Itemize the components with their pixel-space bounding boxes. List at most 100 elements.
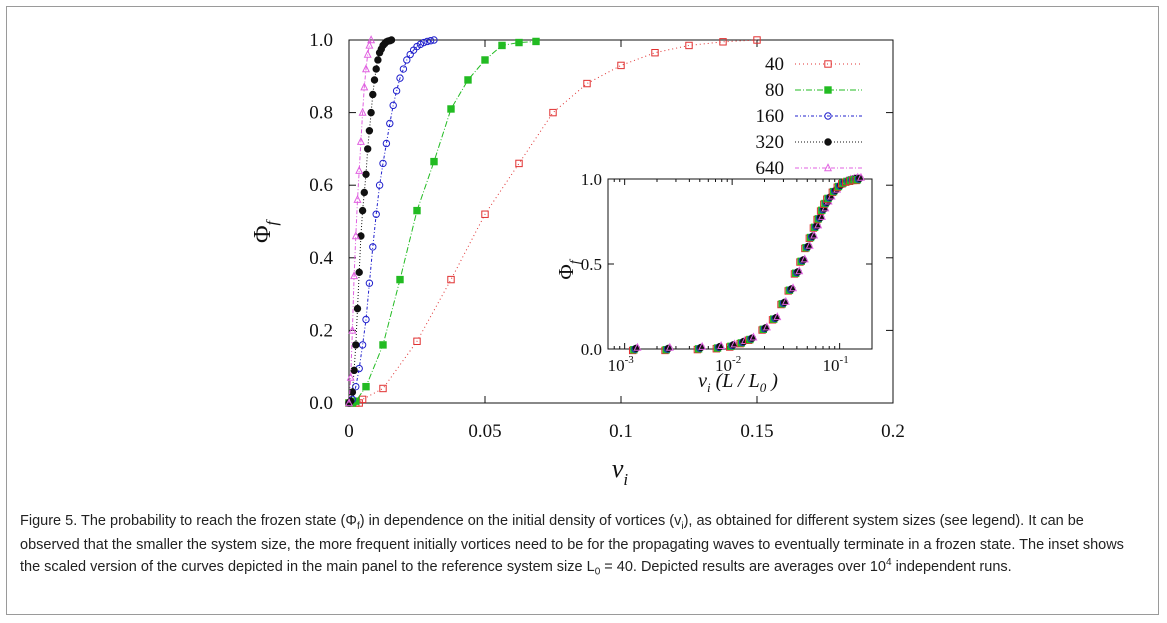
inset-data-point [817,211,826,220]
data-point-80 [379,341,387,349]
data-point-640 [346,372,355,381]
inset-x-axis-label: vi (L / L0 ) [698,370,778,395]
data-point-80 [362,382,370,391]
inset-y-tick-label: 1.0 [581,170,602,189]
legend-marker-80 [824,86,832,94]
caption-mid1: ) in dependence on the initial density o… [359,513,675,529]
legend-marker-640 [823,163,833,172]
x-tick-label: 0.1 [609,421,633,442]
x-tick-label: 0.05 [468,421,501,442]
series-320 [345,36,396,407]
data-point-160 [392,87,401,95]
data-point-40 [447,275,455,284]
data-point-640 [355,165,364,174]
caption-phi-sub: f [356,520,360,532]
inset-data-point [773,312,782,321]
data-point-640 [353,194,362,203]
data-point-160 [372,210,380,218]
data-point-40 [651,49,659,57]
y-tick-label: 0.6 [309,175,333,196]
caption-suffix: independent runs. [891,558,1012,575]
data-point-640 [348,325,357,334]
inset-data-point [665,342,674,351]
caption-v: v [674,513,682,529]
series-640 [344,35,376,407]
figure-chart: 0 0.05 0.1 0.15 0.2 0.0 0.2 0.4 0.6 0.8 1.0 vi Φf 40 8… [250,30,905,489]
data-point-160 [399,65,408,73]
inset-data-point [698,341,707,350]
inset-data-point [856,172,865,181]
y-tick-label: 0.0 [309,393,333,414]
caption-v-sub: i [681,520,684,532]
caption-phi: Φ [345,513,357,529]
data-point-640 [363,49,372,58]
data-point-320 [370,76,379,84]
data-point-320 [360,188,368,197]
inset-data-point [810,230,819,239]
data-point-80 [396,275,404,284]
data-point-320 [387,36,396,44]
inset-data-point [814,220,823,229]
data-point-640 [358,107,367,116]
x-tick-label: 0.2 [881,421,905,442]
inset-plot-frame [607,178,873,350]
data-point-640 [361,64,371,73]
data-point-160 [386,119,394,128]
y-tick-label: 0.8 [309,103,333,124]
x-tick-label: 0 [344,421,354,442]
inset-y-axis-label: Φf [554,258,583,279]
x-axis-label: vi [612,454,629,489]
data-point-40 [617,61,625,70]
legend-marker-40 [824,60,832,68]
y-axis-label: Φf [250,218,281,243]
data-point-160 [369,243,377,251]
data-point-640 [365,40,374,49]
inset-data-point [762,322,771,331]
series-line-320 [348,39,392,404]
series-80 [345,37,540,407]
data-point-640 [367,35,376,44]
data-point-160 [375,181,384,189]
data-point-320 [372,65,380,73]
caption-prefix: Figure 5. The probability to reach the f… [20,513,346,529]
data-point-160 [420,38,428,47]
data-point-40 [685,41,693,50]
data-point-80 [430,157,438,166]
inset-points [628,172,865,355]
series-line-640 [348,39,372,404]
data-point-80 [413,206,421,215]
inset-data-point [633,342,642,351]
data-point-40 [515,159,523,168]
caption-mid2: ), as obtained for different system size… [20,513,1128,575]
caption-mid3: = 40. Depicted results are averages over… [600,558,886,575]
data-point-160 [406,50,414,59]
legend-label-40: 40 [765,54,784,75]
data-point-40 [481,210,489,218]
data-point-80 [498,41,506,50]
inset-y-tick-label: 0.5 [581,255,602,274]
series-160 [345,36,438,407]
data-point-40 [719,38,727,46]
data-point-160 [352,382,360,391]
figure-frame [6,6,1159,615]
data-point-320 [364,145,372,153]
legend-label-80: 80 [765,80,784,101]
inset-data-point [795,266,804,275]
inset-data-point [789,283,798,292]
data-point-40 [549,108,557,117]
inset-x-tick-label: 10-3 [608,354,635,375]
data-point-40 [583,79,591,88]
data-point-320 [365,127,374,135]
legend-label-640: 640 [756,158,785,179]
data-point-160 [403,56,411,64]
series-line-160 [348,39,435,404]
legend-label-320: 320 [756,132,785,153]
series-line-80 [349,40,537,404]
caption-l-sub: 0 [594,566,601,578]
data-point-320 [352,341,360,349]
legend-marker-320 [824,138,832,146]
inset-data-point [800,254,809,263]
data-point-160 [423,37,431,46]
inset-data-point [730,339,739,348]
data-point-640 [351,231,360,240]
